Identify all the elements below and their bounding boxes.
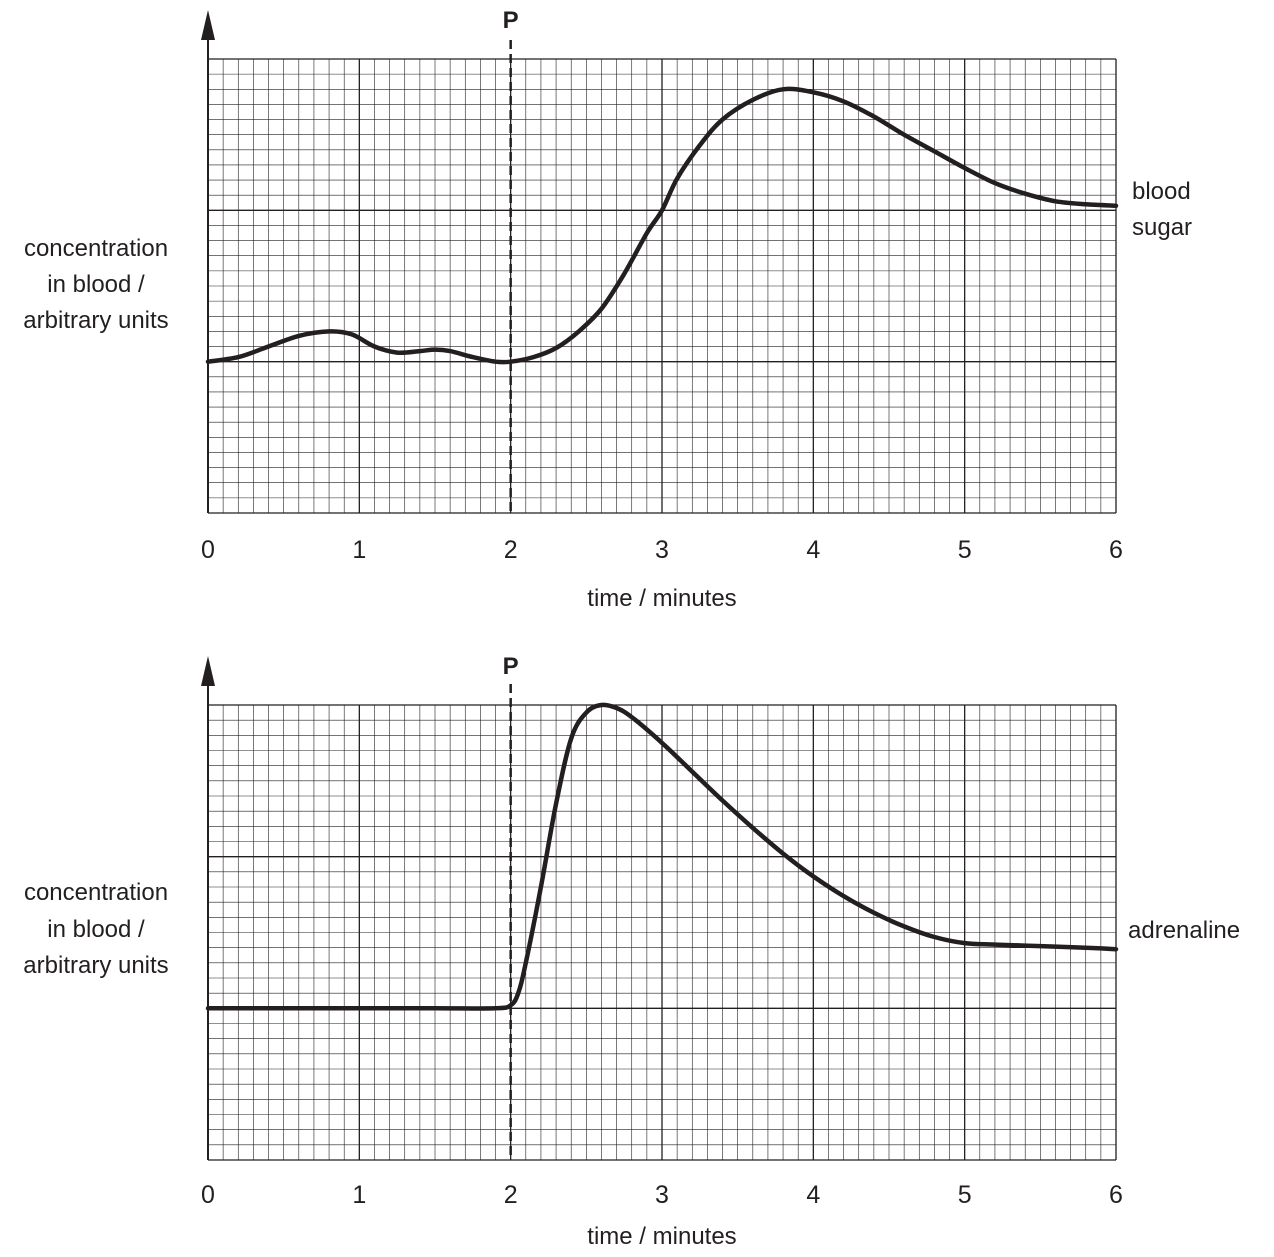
x-tick-labels: 0 1 2 3 4 5 6 (201, 536, 1123, 564)
series-label-adrenaline: adrenaline (1128, 917, 1240, 944)
x-tick-label: 3 (655, 1181, 669, 1209)
series-label-blood-sugar: blood sugar (1132, 178, 1192, 241)
p-marker-label: P (503, 653, 519, 680)
adrenaline-chart: P 0 1 2 3 4 5 6 time / minutes concentration in… (23, 653, 1240, 1250)
x-tick-labels: 0 1 2 3 4 5 6 (201, 1181, 1123, 1209)
x-tick-label: 0 (201, 1181, 215, 1209)
y-axis-arrow (201, 656, 215, 686)
x-tick-label: 5 (958, 536, 972, 564)
x-tick-label: 3 (655, 536, 669, 564)
y-axis-label-line: arbitrary units (23, 307, 168, 334)
y-axis-label-line: in blood / (47, 271, 145, 298)
major-grid (207, 704, 1117, 1161)
y-axis-label-line: concentration (24, 879, 168, 906)
x-tick-label: 1 (352, 1181, 366, 1209)
p-marker-label: P (503, 7, 519, 34)
x-tick-label: 4 (806, 1181, 820, 1209)
series-line-blood-sugar (205, 86, 1119, 365)
y-axis-label-line: concentration (24, 235, 168, 262)
y-axis-label-line: arbitrary units (23, 952, 168, 979)
x-tick-label: 4 (806, 536, 820, 564)
x-tick-label: 5 (958, 1181, 972, 1209)
blood-sugar-chart: P 0 1 2 3 4 5 6 time / minutes concentration in… (23, 7, 1192, 612)
series-name-text: sugar (1132, 214, 1192, 241)
series-line-adrenaline (205, 702, 1119, 1011)
x-tick-label: 0 (201, 536, 215, 564)
y-axis-label: concentration in blood / arbitrary units (23, 235, 168, 334)
x-tick-label: 2 (504, 536, 518, 564)
x-tick-label: 6 (1109, 536, 1123, 564)
x-tick-label: 6 (1109, 1181, 1123, 1209)
series-name-text: blood (1132, 178, 1191, 205)
x-axis-label: time / minutes (587, 585, 736, 612)
x-axis-label: time / minutes (587, 1223, 736, 1250)
y-axis-label: concentration in blood / arbitrary units (23, 879, 168, 979)
y-axis-arrow (201, 10, 215, 40)
x-tick-label: 2 (504, 1181, 518, 1209)
series-name-text: adrenaline (1128, 917, 1240, 944)
y-axis-label-line: in blood / (47, 916, 145, 943)
x-tick-label: 1 (352, 536, 366, 564)
